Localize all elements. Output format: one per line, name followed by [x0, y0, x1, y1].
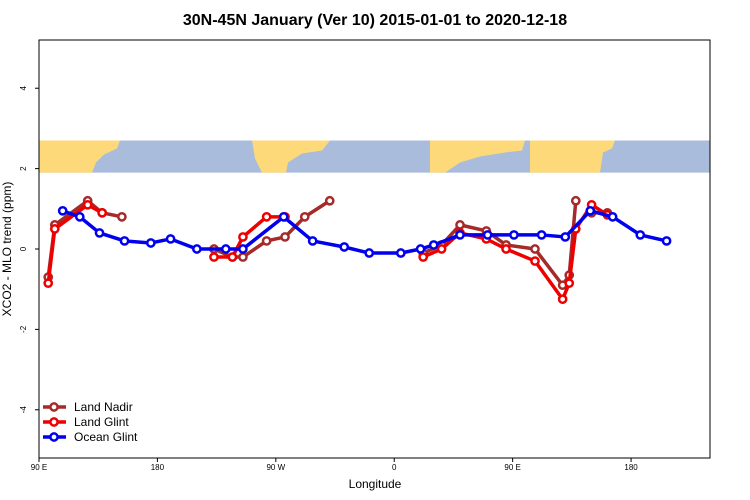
legend-label-2: Ocean Glint: [74, 430, 138, 444]
legend-marker-1: [49, 417, 59, 427]
legend-marker-0: [49, 402, 59, 412]
data-point-2-0-8: [238, 244, 248, 254]
data-point-2-0-3: [119, 236, 130, 246]
data-point-1-0-0: [43, 278, 54, 289]
series-land-glint: [43, 199, 613, 305]
data-point-2-0-15: [428, 240, 439, 250]
data-point-2-0-20: [560, 232, 571, 242]
x-tick-label-0: 90 E: [31, 463, 47, 472]
data-point-0-1-2: [238, 252, 248, 262]
plot-border: [38, 39, 711, 459]
series-layer: [43, 195, 672, 305]
series-ocean-glint: [57, 205, 672, 258]
x-tick-label-5: 180: [624, 463, 638, 472]
data-point-1-2-1: [436, 244, 447, 254]
map-land-4: [530, 140, 615, 173]
data-point-0-0-4: [117, 211, 127, 222]
map-land-2: [252, 140, 330, 173]
legend-marker-2: [49, 432, 59, 442]
data-point-2-0-1: [74, 211, 85, 222]
data-point-2-0-14: [415, 244, 426, 254]
x-axis-label: Longitude: [349, 477, 402, 491]
data-point-2-0-10: [307, 236, 318, 246]
data-point-1-2-7: [564, 278, 575, 289]
y-tick-label-0: -4: [19, 406, 28, 414]
data-point-0-1-18: [570, 195, 581, 206]
data-point-2-0-2: [94, 228, 105, 238]
data-point-2-0-7: [220, 244, 231, 254]
x-tick-label-2: 90 W: [266, 463, 285, 472]
x-tick-label-1: 180: [151, 463, 165, 472]
data-point-2-0-23: [635, 230, 646, 240]
x-axis: 90 E 180 90 W 0 90 E 180: [31, 458, 638, 472]
series-line-1-0-0: [46, 203, 104, 284]
data-point-1-0-2: [82, 199, 93, 210]
data-point-2-0-4: [145, 238, 156, 248]
data-point-2-0-22: [607, 211, 618, 222]
data-point-2-0-5: [165, 234, 176, 244]
data-point-1-1-0: [209, 252, 219, 262]
legend-label-1: Land Glint: [74, 415, 129, 429]
data-point-1-0-1: [49, 224, 60, 234]
data-point-1-2-0: [418, 252, 429, 262]
y-tick-label-2: 0: [19, 246, 28, 251]
data-point-2-0-24: [661, 236, 672, 246]
data-point-2-0-19: [536, 230, 547, 240]
data-point-1-0-3: [97, 207, 108, 218]
map-band: [39, 140, 710, 173]
data-point-1-2-5: [530, 256, 540, 266]
series-line-1-2-0: [422, 203, 609, 301]
y-tick-label-4: 4: [19, 85, 28, 90]
map-land-1: [39, 140, 120, 173]
data-point-2-0-0: [57, 205, 68, 216]
data-point-2-0-9: [278, 211, 289, 222]
x-tick-label-3: 0: [392, 463, 397, 472]
data-point-2-0-12: [364, 248, 375, 258]
x-tick-label-4: 90 E: [504, 463, 520, 472]
map-land-3: [430, 140, 525, 173]
data-point-2-0-6: [192, 244, 202, 254]
data-point-0-1-6: [324, 195, 335, 206]
data-point-2-0-13: [395, 248, 406, 258]
y-tick-label-3: 2: [19, 166, 28, 171]
data-point-2-0-17: [482, 230, 493, 240]
data-point-0-1-5: [299, 211, 310, 222]
data-point-1-2-6: [557, 294, 568, 305]
data-point-1-1-3: [261, 211, 272, 222]
y-tick-label-1: -2: [19, 325, 28, 333]
data-point-1-1-1: [227, 252, 238, 262]
data-point-0-1-4: [280, 232, 290, 242]
data-point-2-0-16: [455, 230, 465, 240]
data-point-2-0-11: [339, 242, 350, 252]
data-point-1-1-2: [238, 232, 248, 242]
y-axis-label: XCO2 - MLO trend (ppm): [0, 182, 14, 317]
data-point-1-2-4: [501, 244, 511, 254]
data-point-2-0-18: [509, 230, 519, 240]
chart-title: 30N-45N January (Ver 10) 2015-01-01 to 2…: [183, 12, 567, 29]
data-point-0-1-3: [261, 236, 272, 246]
legend-label-0: Land Nadir: [74, 400, 133, 414]
data-point-0-1-12: [455, 220, 465, 230]
y-axis: -4 -2 0 2 4: [19, 85, 39, 413]
data-point-0-1-15: [530, 244, 540, 254]
data-point-2-0-21: [585, 205, 596, 216]
